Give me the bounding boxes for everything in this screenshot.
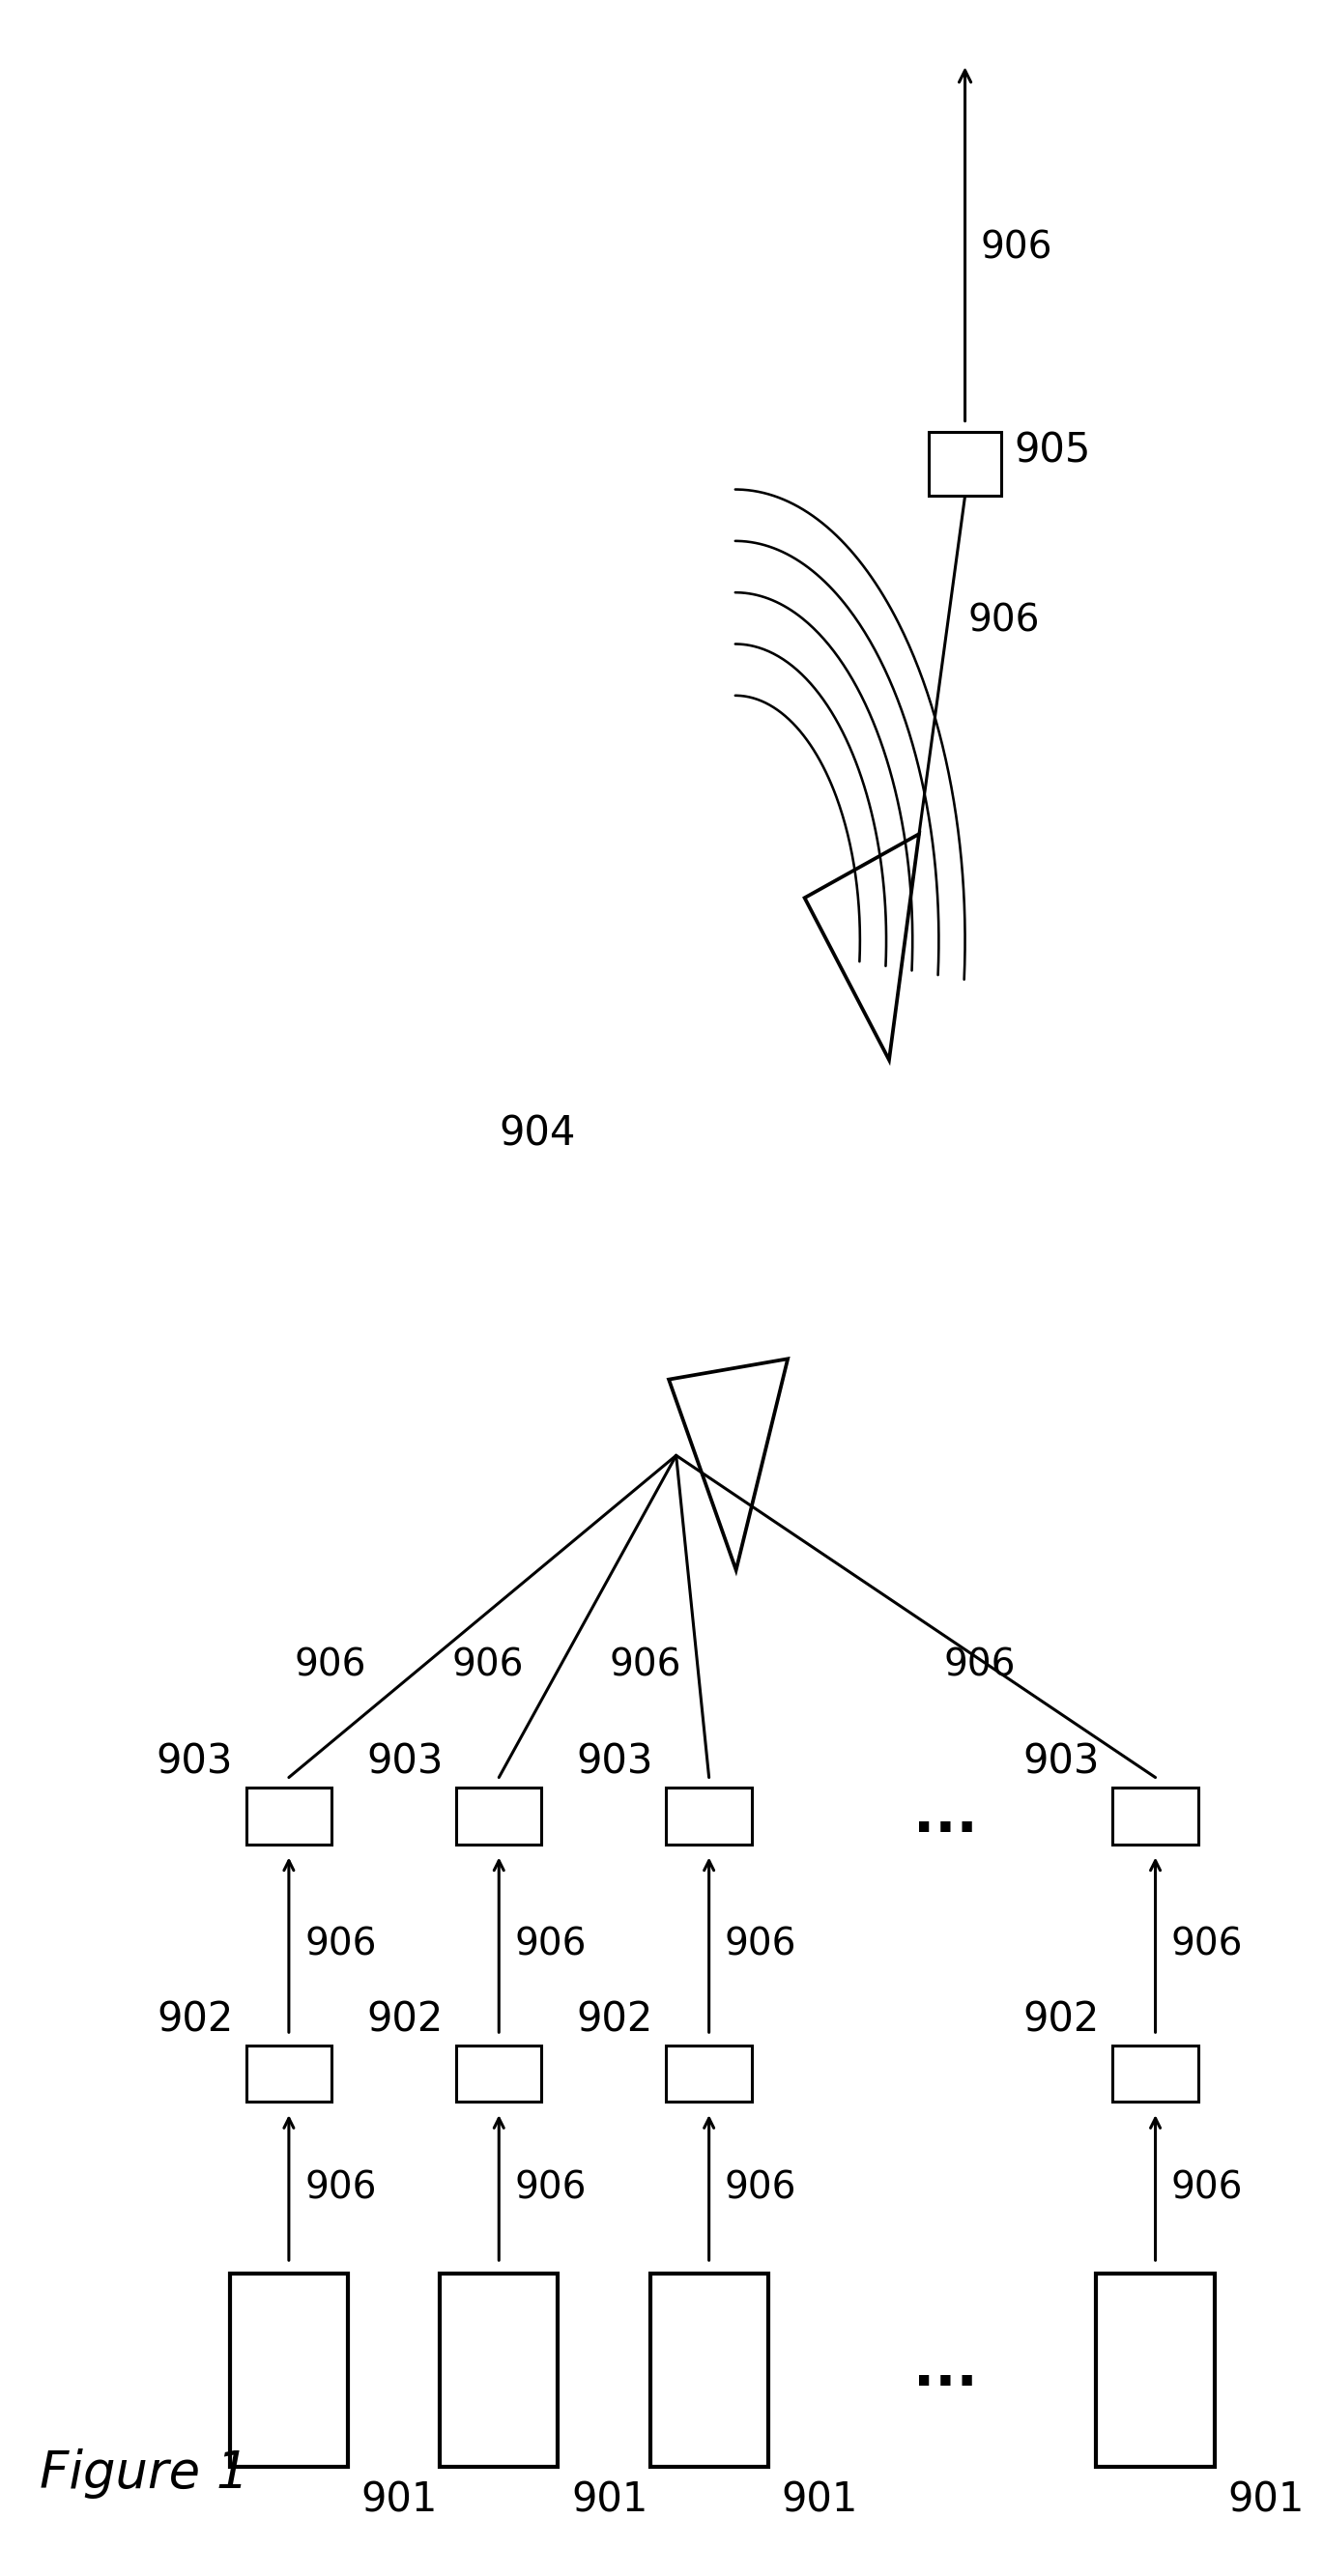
Bar	[456, 2045, 541, 2102]
Text: 902: 902	[577, 1999, 654, 2040]
Bar	[439, 2272, 558, 2468]
Text: 901: 901	[1228, 2478, 1304, 2519]
Text: 901: 901	[781, 2478, 857, 2519]
Text: 906: 906	[725, 2169, 796, 2205]
Text: 901: 901	[361, 2478, 438, 2519]
Text: 902: 902	[156, 1999, 233, 2040]
Text: 906: 906	[1171, 2169, 1244, 2205]
Text: 902: 902	[366, 1999, 443, 2040]
Bar	[650, 2272, 769, 2468]
Text: 906: 906	[609, 1646, 681, 1685]
Text: 906: 906	[515, 1927, 586, 1963]
Bar	[246, 2045, 332, 2102]
Text: 906: 906	[294, 1646, 366, 1685]
Text: 905: 905	[1015, 430, 1091, 471]
Bar	[246, 1788, 332, 1844]
Bar	[667, 2045, 751, 2102]
Text: 901: 901	[572, 2478, 648, 2519]
Bar	[1113, 1788, 1199, 1844]
Text: Figure 1: Figure 1	[40, 2447, 249, 2499]
Text: 906: 906	[980, 229, 1053, 265]
Bar	[929, 430, 1002, 495]
Text: 906: 906	[515, 2169, 586, 2205]
Text: 906: 906	[943, 1646, 1016, 1685]
Text: 906: 906	[968, 603, 1040, 639]
Text: 906: 906	[304, 1927, 377, 1963]
Text: 906: 906	[1171, 1927, 1244, 1963]
Text: ...: ...	[913, 1788, 978, 1844]
Bar	[667, 1788, 751, 1844]
Bar	[1113, 2045, 1199, 2102]
Text: 906: 906	[451, 1646, 524, 1685]
Bar	[1097, 2272, 1215, 2468]
Text: ...: ...	[913, 2342, 978, 2398]
Bar	[456, 1788, 541, 1844]
Text: 906: 906	[725, 1927, 796, 1963]
Text: 903: 903	[156, 1741, 233, 1783]
Text: 903: 903	[366, 1741, 443, 1783]
Bar	[230, 2272, 348, 2468]
Text: 903: 903	[1023, 1741, 1099, 1783]
Text: 906: 906	[304, 2169, 377, 2205]
Text: 902: 902	[1023, 1999, 1099, 2040]
Text: 904: 904	[499, 1113, 576, 1154]
Text: 903: 903	[577, 1741, 654, 1783]
